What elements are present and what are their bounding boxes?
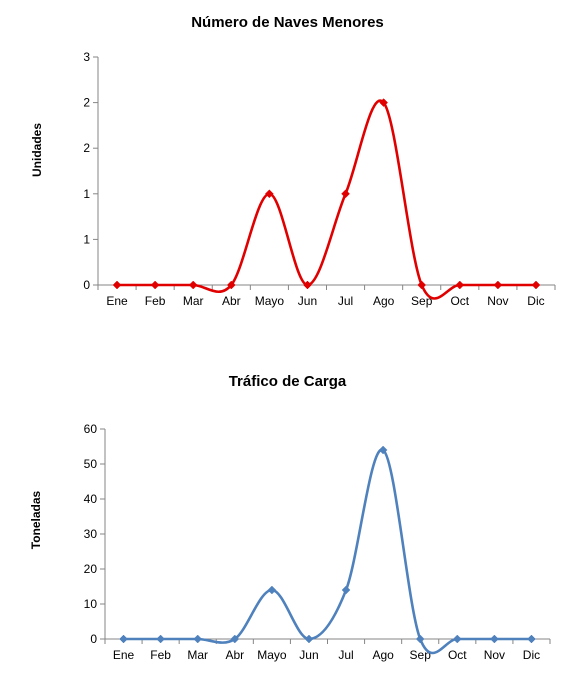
y-tick-label: 50 bbox=[84, 457, 98, 471]
data-point bbox=[527, 634, 536, 644]
data-point bbox=[265, 189, 274, 199]
data-point bbox=[267, 585, 277, 595]
chart-plot: 0 1 1 2 2 3 Ene Feb Mar Abr Mayo Jun Jul Ago Sep Oct Nov… bbox=[83, 50, 556, 308]
data-point bbox=[341, 585, 351, 595]
data-point bbox=[303, 280, 312, 290]
x-tick-label: Feb bbox=[145, 294, 166, 308]
data-point bbox=[188, 280, 198, 290]
x-tick-label: Dic bbox=[527, 294, 544, 308]
data-point bbox=[226, 280, 236, 290]
x-tick-label: Sep bbox=[411, 294, 433, 308]
x-tick-label: Oct bbox=[448, 648, 467, 662]
series-line bbox=[123, 448, 532, 655]
data-point bbox=[378, 445, 388, 455]
x-tick-label: Sep bbox=[410, 648, 432, 662]
data-point bbox=[304, 634, 314, 644]
y-tick-label: 2 bbox=[83, 141, 90, 155]
data-point bbox=[379, 98, 388, 107]
data-point bbox=[493, 280, 503, 290]
y-tick-label: 10 bbox=[84, 597, 98, 611]
x-tick-label: Dic bbox=[523, 648, 540, 662]
x-tick-label: Mar bbox=[183, 294, 204, 308]
data-point bbox=[230, 634, 240, 644]
data-point bbox=[417, 280, 427, 290]
chart-title: Número de Naves Menores bbox=[191, 14, 384, 31]
y-tick-label: 3 bbox=[83, 50, 90, 64]
chart-title: Tráfico de Carga bbox=[228, 373, 347, 390]
x-tick-label: Jul bbox=[338, 648, 353, 662]
data-point bbox=[455, 280, 465, 290]
x-tick-label: Nov bbox=[487, 294, 508, 308]
x-tick-label: Oct bbox=[450, 294, 469, 308]
data-point bbox=[193, 634, 203, 644]
x-tick-label: Mar bbox=[187, 648, 208, 662]
data-point bbox=[531, 280, 541, 290]
data-point bbox=[415, 634, 425, 644]
x-tick-label: Jun bbox=[298, 294, 317, 308]
y-tick-label: 0 bbox=[83, 278, 90, 292]
x-tick-label: Jun bbox=[299, 648, 318, 662]
x-tick-label: Jul bbox=[338, 294, 353, 308]
data-point bbox=[490, 634, 499, 644]
x-tick-label: Feb bbox=[150, 648, 171, 662]
x-tick-label: Abr bbox=[222, 294, 241, 308]
data-point bbox=[112, 280, 122, 290]
y-tick-label: 40 bbox=[84, 492, 98, 506]
data-point bbox=[452, 634, 462, 644]
y-tick-label: 0 bbox=[90, 632, 97, 646]
y-tick-label: 2 bbox=[83, 96, 90, 110]
x-tick-label: Ene bbox=[106, 294, 128, 308]
data-point bbox=[119, 634, 128, 644]
x-tick-label: Ago bbox=[372, 648, 394, 662]
y-tick-label: 20 bbox=[84, 562, 98, 576]
y-tick-label: 1 bbox=[83, 187, 90, 201]
y-tick-label: 30 bbox=[84, 527, 98, 541]
data-point bbox=[156, 634, 165, 644]
x-tick-label: Mayo bbox=[255, 294, 285, 308]
x-tick-label: Nov bbox=[484, 648, 505, 662]
data-point bbox=[150, 280, 160, 290]
x-tick-label: Ene bbox=[113, 648, 135, 662]
y-tick-label: 60 bbox=[84, 422, 98, 436]
x-tick-label: Abr bbox=[225, 648, 244, 662]
x-tick-label: Mayo bbox=[257, 648, 287, 662]
data-point bbox=[341, 189, 350, 199]
y-tick-label: 1 bbox=[83, 232, 90, 246]
x-tick-label: Ago bbox=[373, 294, 395, 308]
